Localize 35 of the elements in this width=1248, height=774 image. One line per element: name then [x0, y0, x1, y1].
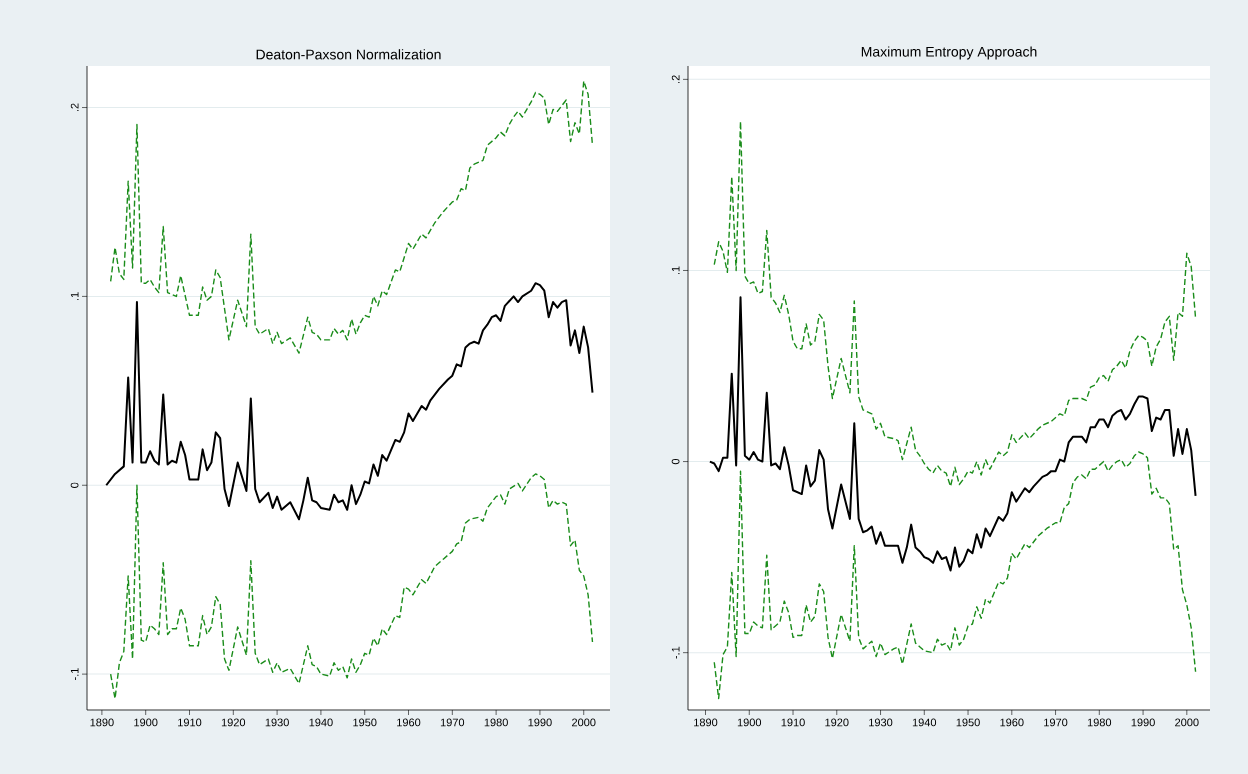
- x-tick-label: 1960: [397, 718, 421, 727]
- x-tick-label: 1910: [178, 718, 202, 727]
- x-tick-label: 1900: [737, 718, 762, 727]
- x-tick-label: 1940: [912, 718, 937, 727]
- chart-title: Deaton-Paxson Normalization: [256, 49, 441, 60]
- x-tick-label: 1950: [353, 718, 377, 727]
- x-tick-label: 1980: [1087, 718, 1112, 727]
- y-tick-label: -.1: [671, 646, 680, 659]
- y-tick-label: .1: [671, 266, 680, 275]
- chart-title: Maximum Entropy Approach: [861, 46, 1037, 60]
- x-tick-label: 1960: [1000, 718, 1024, 727]
- x-tick-label: 2000: [1175, 718, 1199, 727]
- y-tick-label: -.1: [70, 668, 79, 681]
- x-tick-label: 1930: [869, 718, 893, 727]
- x-tick-label: 2000: [572, 718, 596, 727]
- x-tick-label: 1970: [1044, 718, 1068, 727]
- y-tick-label: .2: [671, 75, 680, 83]
- y-tick-label: .2: [70, 103, 79, 112]
- x-tick-label: 1920: [825, 718, 849, 727]
- x-tick-label: 1900: [134, 718, 158, 727]
- x-tick-label: 1910: [781, 718, 805, 727]
- x-tick-label: 1890: [90, 718, 114, 727]
- x-tick-label: 1890: [694, 718, 718, 727]
- x-tick-label: 1990: [1131, 718, 1155, 727]
- x-tick-label: 1930: [265, 718, 289, 727]
- x-tick-label: 1920: [221, 718, 246, 727]
- y-tick-label: 0: [70, 482, 79, 488]
- y-tick-label: .1: [70, 292, 79, 300]
- x-tick-label: 1940: [309, 718, 333, 727]
- line-series: [105, 282, 594, 521]
- x-tick-label: 1950: [956, 718, 980, 727]
- y-tick-label: 0: [671, 458, 680, 465]
- x-tick-label: 1980: [484, 718, 508, 727]
- x-tick-label: 1990: [528, 718, 552, 727]
- x-tick-label: 1970: [440, 718, 465, 727]
